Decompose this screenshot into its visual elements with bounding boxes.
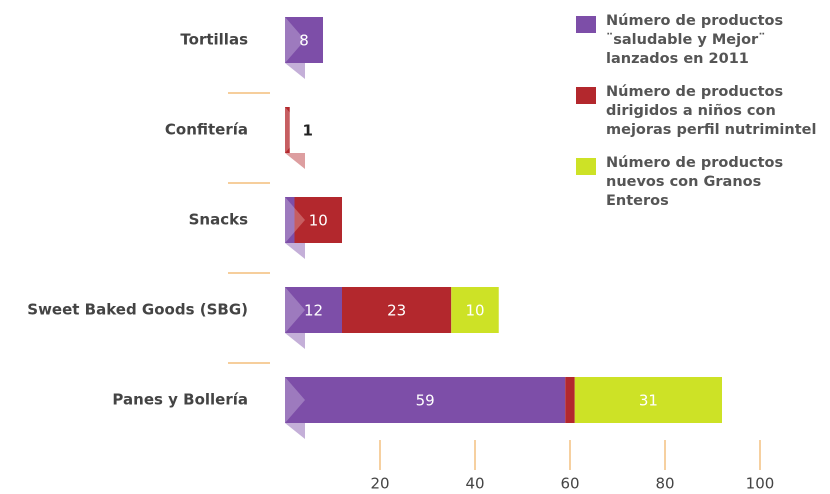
x-tick-label: 60 [560, 475, 579, 493]
value-label: 10 [465, 302, 484, 320]
bar-shadow [285, 333, 305, 349]
value-label: 12 [304, 302, 323, 320]
value-label: 8 [299, 32, 309, 50]
bar-tab [285, 107, 305, 153]
category-label: Sweet Baked Goods (SBG) [27, 301, 248, 319]
bar-shadow [285, 243, 305, 259]
bar-segment [342, 287, 452, 333]
bar-tab [285, 17, 305, 63]
category-label: Snacks [189, 211, 248, 229]
bar-tab [285, 287, 305, 333]
x-tick-label: 100 [746, 475, 775, 493]
bar-segment [294, 197, 342, 243]
bar-segment [574, 377, 722, 423]
bar-tab [285, 377, 305, 423]
legend-item: Número de productos ¨saludable y Mejor¨ … [576, 12, 826, 69]
legend-swatch [576, 16, 596, 33]
bar-shadow [285, 423, 305, 439]
bar-segment [285, 107, 290, 153]
legend: Número de productos ¨saludable y Mejor¨ … [576, 12, 826, 225]
category-label: Panes y Bollería [112, 391, 248, 409]
legend-swatch [576, 87, 596, 104]
legend-label: Número de productos dirigidos a niños co… [606, 84, 817, 138]
category-label: Confitería [165, 121, 248, 139]
bar-segment [451, 287, 499, 333]
bar-segment [285, 17, 323, 63]
value-label: 1 [303, 122, 313, 140]
category-label: Tortillas [180, 31, 248, 49]
legend-label: Número de productos nuevos con Granos En… [606, 155, 784, 209]
legend-item: Número de productos nuevos con Granos En… [576, 154, 826, 211]
bar-segment [285, 377, 566, 423]
bar-shadow [285, 63, 305, 79]
value-label: 31 [639, 392, 658, 410]
legend-item: Número de productos dirigidos a niños co… [576, 83, 826, 140]
bar-tab [285, 197, 305, 243]
bar-segment [285, 287, 342, 333]
value-label: 23 [387, 302, 406, 320]
value-label: 10 [309, 212, 328, 230]
bar-segment [565, 377, 575, 423]
x-tick-label: 80 [655, 475, 674, 493]
bar-segment [285, 197, 295, 243]
x-tick-label: 20 [370, 475, 389, 493]
x-tick-label: 40 [465, 475, 484, 493]
legend-swatch [576, 158, 596, 175]
value-label: 59 [416, 392, 435, 410]
bar-shadow [285, 153, 305, 169]
legend-label: Número de productos ¨saludable y Mejor¨ … [606, 13, 784, 67]
